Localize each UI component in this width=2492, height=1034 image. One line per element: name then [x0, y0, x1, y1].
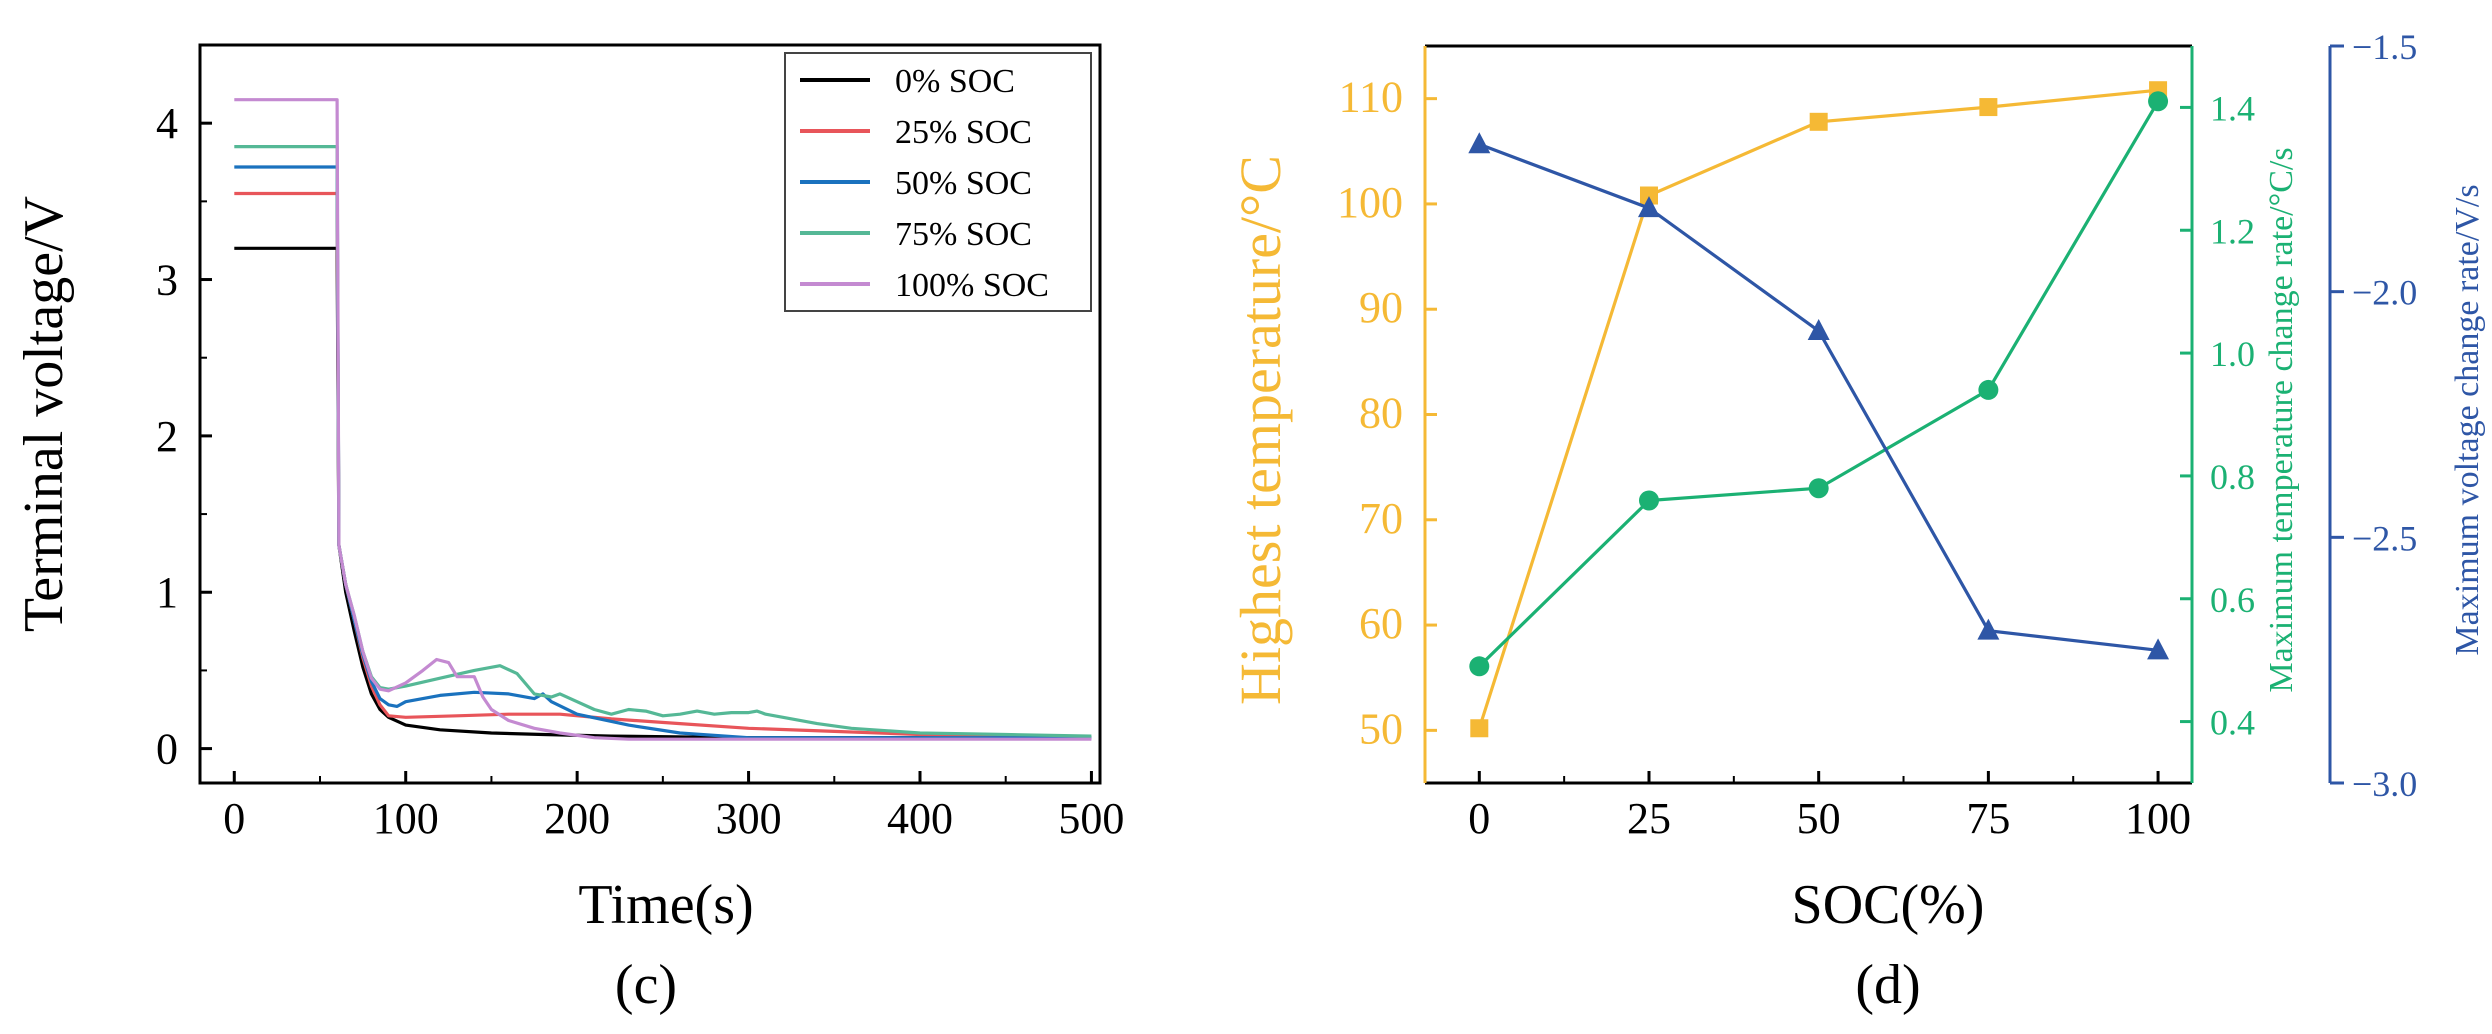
panel-d-right-axis-2-label: Maximum voltage change rate/V/s: [2449, 184, 2486, 655]
y-tick-label: 3: [156, 256, 178, 305]
right2-y-tick-label: −1.5: [2352, 27, 2417, 67]
series-2-marker: [2147, 638, 2170, 660]
y-tick-label: 2: [156, 412, 178, 461]
panel-c-x-axis-label: Time(s): [578, 874, 753, 936]
series-1-marker: [1638, 490, 1659, 511]
panel-d-series-group: [1468, 81, 2170, 738]
series-1-marker: [2148, 91, 2169, 112]
legend-label-2: 50% SOC: [895, 165, 1032, 202]
panel-c-y-axis-label: Terminal voltage/V: [13, 196, 75, 632]
right2-y-tick-label: −2.0: [2352, 273, 2417, 313]
panel-c-series-group: [234, 98, 1092, 741]
series-line-0: [1477, 88, 2159, 729]
series-0-marker: [1470, 719, 1489, 738]
x-tick-label: 100: [373, 794, 439, 843]
series-1-marker: [1808, 478, 1829, 499]
x-tick-label: 200: [544, 794, 610, 843]
x-tick-label: 300: [716, 794, 782, 843]
right1-y-tick-label: 0.4: [2210, 703, 2255, 743]
x-tick-label: 500: [1058, 794, 1124, 843]
series-1-marker: [1978, 379, 1999, 400]
series-0-marker: [1639, 186, 1658, 205]
left-y-tick-label: 90: [1359, 283, 1403, 332]
panel-c-legend: 0% SOC 25% SOC 50% SOC 75% SOC 100% SOC: [784, 52, 1092, 312]
x-tick-label: 0: [1468, 794, 1490, 843]
x-tick-label: 0: [223, 794, 245, 843]
panel-d-soc-chart: 0 25 50 75 100 50 60 70 80 90 100 110 0.4 0.6 0.8 1.0 1.…: [1228, 27, 2486, 1016]
right1-y-tick-label: 1.4: [2210, 88, 2255, 128]
series-2-marker: [1807, 318, 1830, 340]
left-y-tick-label: 100: [1337, 178, 1403, 227]
x-tick-label: 100: [2125, 794, 2191, 843]
panel-d-x-axis-label: SOC(%): [1792, 874, 1985, 936]
right1-y-tick-label: 0.8: [2210, 457, 2255, 497]
left-y-tick-label: 70: [1359, 494, 1403, 543]
y-tick-label: 4: [156, 99, 178, 148]
series-1-marker: [1469, 656, 1490, 677]
x-tick-label: 75: [1966, 794, 2010, 843]
panel-c-plot-frame: [198, 43, 1102, 785]
left-y-tick-label: 60: [1359, 599, 1403, 648]
panel-d-tick-group: 0 25 50 75 100 50 60 70 80 90 100 110 0.4 0.6 0.8 1.0 1.…: [1337, 27, 2417, 843]
series-0-marker: [1809, 112, 1828, 131]
panel-c-voltage-chart: 0 100 200 300 400 500 0 1 2 3 4 0% SOC 25% SOC 50%…: [13, 43, 1124, 1016]
right1-y-tick-label: 0.6: [2210, 580, 2255, 620]
series-2-marker: [1977, 618, 2000, 640]
right2-y-tick-label: −2.5: [2352, 518, 2417, 558]
left-y-tick-label: 50: [1359, 704, 1403, 753]
legend-label-1: 25% SOC: [895, 114, 1032, 151]
y-tick-label: 1: [156, 568, 178, 617]
series-line-1: [1478, 100, 2160, 668]
panel-d-right-axis-1-label: Maximum temperature change rate/°C/s: [2263, 147, 2300, 692]
series-2-marker: [1468, 132, 1491, 154]
legend-label-3: 75% SOC: [895, 216, 1032, 253]
series-line-0: [234, 246, 1092, 740]
x-tick-label: 25: [1627, 794, 1671, 843]
series-0-marker: [1979, 98, 1998, 117]
right1-y-tick-label: 1.0: [2210, 334, 2255, 374]
panel-d-label: (d): [1855, 954, 1920, 1016]
series-line-2: [1478, 142, 2159, 652]
series-line-4: [234, 98, 1092, 741]
x-tick-label: 400: [887, 794, 953, 843]
panel-d-left-axis-label: Highest temperature/°C: [1228, 155, 1293, 705]
panel-c-label: (c): [615, 954, 677, 1016]
series-2-marker: [1637, 196, 1660, 218]
y-tick-label: 0: [156, 725, 178, 774]
legend-label-4: 100% SOC: [895, 267, 1049, 304]
panel-c-tick-group: 0 100 200 300 400 500 0 1 2 3 4: [156, 44, 1124, 843]
left-y-tick-label: 80: [1359, 389, 1403, 438]
legend-label-0: 0% SOC: [895, 63, 1015, 100]
right1-y-tick-label: 1.2: [2210, 211, 2255, 251]
right2-y-tick-label: −3.0: [2352, 764, 2417, 804]
left-y-tick-label: 110: [1339, 73, 1403, 122]
x-tick-label: 50: [1797, 794, 1841, 843]
